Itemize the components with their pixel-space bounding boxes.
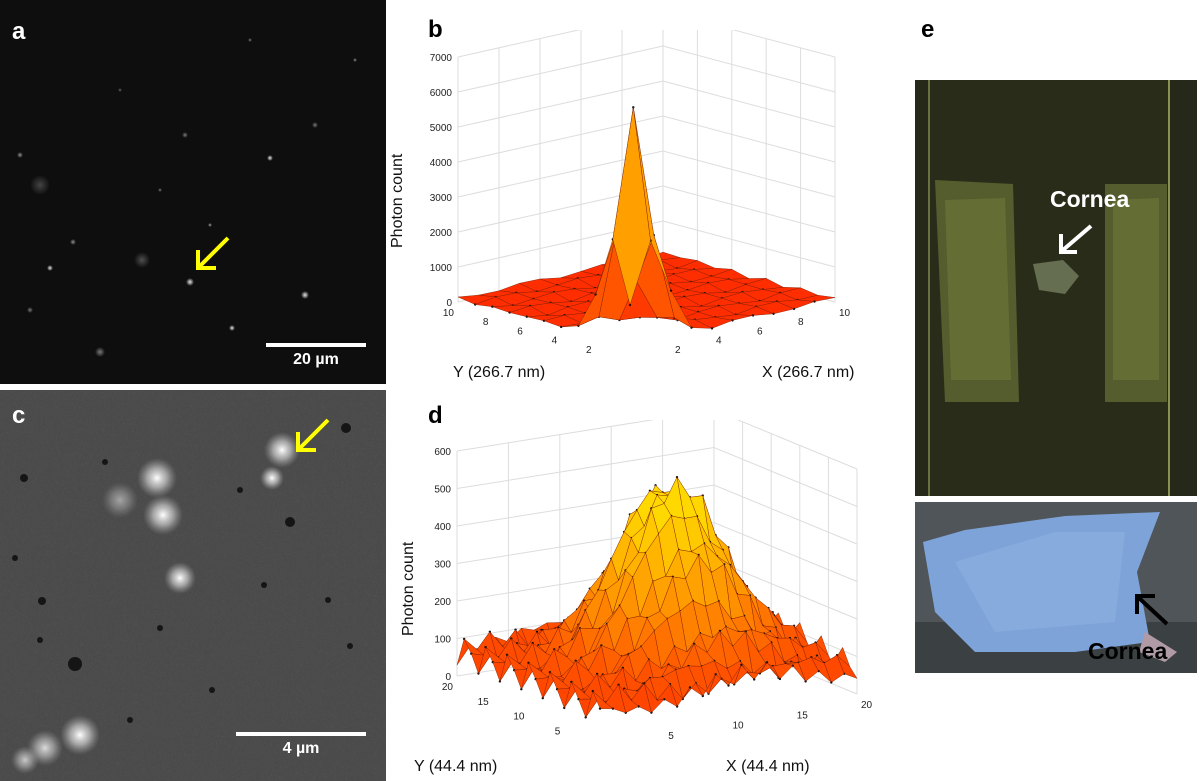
plot-b-x-tick: 8 [798, 317, 804, 328]
y-axis-label: Y (44.4 nm) [414, 758, 498, 775]
plot-b-z-tick: 1000 [430, 263, 453, 274]
plot-b-z-tick: 2000 [430, 228, 453, 239]
arrow-icon [1059, 224, 1093, 254]
cornea-closeup-photo [915, 502, 1197, 673]
x-axis-label: X (44.4 nm) [726, 758, 810, 775]
scalebar-c: 4 µm [236, 732, 366, 758]
panel-label-b: b [428, 16, 443, 43]
plot-d-x-tick: 10 [733, 721, 745, 732]
plot-d-y-tick: 20 [442, 682, 454, 693]
plot-b-y-tick: 10 [443, 308, 455, 319]
plot-d-surface [456, 475, 858, 719]
fluorescent-spots [11, 432, 300, 774]
panel-label-c: c [12, 402, 26, 429]
plot-b-y-tick: 4 [552, 336, 558, 347]
plot-b-y-tick: 2 [586, 345, 592, 356]
arrow-icon [1135, 594, 1169, 626]
dark-particles [12, 423, 353, 723]
panel-label-e: e [921, 16, 935, 43]
scalebar-line [266, 343, 366, 347]
arrow-icon [296, 418, 330, 452]
surface-plot-b: 0 1000 2000 3000 4000 5000 6000 7000 2 4 6 8 10 2 4 6 8 1… [430, 30, 851, 356]
panel-a-image: 20 µm [0, 0, 386, 384]
plot-b-z-tick: 7000 [430, 53, 453, 64]
plot-b-z-tick: 3000 [430, 193, 453, 204]
scalebar-line [236, 732, 366, 736]
panel-c-image: 4 µm [0, 390, 386, 781]
panel-label-d: d [428, 402, 443, 429]
fluorescence-image-a [17, 38, 357, 357]
plot-d-z-tick: 0 [445, 672, 451, 683]
plot-b-x-tick: 4 [716, 336, 722, 347]
plot-b-x-tick: 2 [675, 345, 681, 356]
plot-b-z-tick: 6000 [430, 88, 453, 99]
plot-b-y-tick: 6 [517, 326, 523, 337]
z-axis-label: Photon count [389, 153, 406, 248]
plot-b-x-tick: 6 [757, 326, 763, 337]
scalebar-label: 20 µm [293, 351, 339, 368]
plot-d-y-tick: 10 [513, 712, 525, 723]
panel-label-a: a [12, 18, 26, 45]
fluorescence-image-c [0, 390, 386, 781]
panel-e-photo-top: Cornea [915, 80, 1197, 496]
plot-d-data-point [598, 707, 602, 710]
cornea-slide-photo [915, 80, 1197, 496]
plot-d-x-tick: 20 [861, 700, 873, 711]
plot-b-y-tick: 8 [483, 317, 489, 328]
plot-d-z-tick: 400 [434, 522, 451, 533]
plot-d-z-tick: 200 [434, 597, 451, 608]
cornea-sample [1033, 260, 1079, 294]
cornea-label-bottom: Cornea [1088, 638, 1168, 664]
y-axis-label: Y (266.7 nm) [453, 364, 546, 381]
plot-b-surface [457, 106, 836, 330]
plot-d-mesh-cell [592, 690, 614, 709]
plot-d-y-tick: 5 [555, 726, 561, 737]
plot-b-z-tick: 0 [446, 298, 452, 309]
plot-b-z-tick: 4000 [430, 158, 453, 169]
plot-d-z-tick: 500 [434, 485, 451, 496]
plot-d-z-tick: 300 [434, 560, 451, 571]
plot-d-z-tick: 100 [434, 635, 451, 646]
plot-d-z-tick: 600 [434, 447, 451, 458]
surface-plot-d: 0 100 200 300 400 500 600 5 10 15 20 5 10 15 20 [434, 420, 873, 742]
scalebar-a: 20 µm [266, 343, 366, 369]
plot-b-z-tick: 5000 [430, 123, 453, 134]
plot-b-mesh-cell [612, 107, 651, 306]
plot-d-x-tick: 5 [668, 731, 674, 742]
plot-d-y-tick: 15 [478, 697, 490, 708]
arrow-icon [196, 236, 230, 270]
plot-b-data-point [628, 303, 632, 307]
plot-d-x-tick: 15 [797, 710, 809, 721]
plot-b-data-point [594, 293, 597, 296]
panel-e-photo-bottom: Cornea [915, 502, 1197, 673]
x-axis-label: X (266.7 nm) [762, 364, 855, 381]
plot-b-x-tick: 10 [839, 308, 851, 319]
fluorescent-spots [17, 38, 357, 357]
z-axis-label: Photon count [400, 541, 417, 636]
cornea-label-top: Cornea [1050, 186, 1130, 212]
scalebar-label: 4 µm [282, 740, 320, 757]
